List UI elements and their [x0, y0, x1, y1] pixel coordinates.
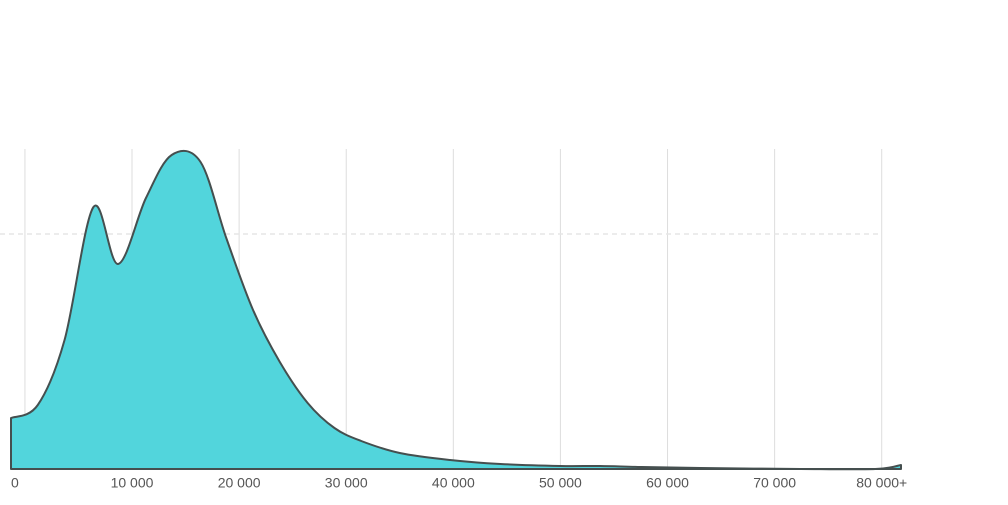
x-tick-label: 10 000 — [111, 475, 154, 491]
x-tick-label: 60 000 — [646, 475, 689, 491]
x-tick-label: 30 000 — [325, 475, 368, 491]
x-tick-label: 50 000 — [539, 475, 582, 491]
x-tick-label: 40 000 — [432, 475, 475, 491]
x-tick-label: 20 000 — [218, 475, 261, 491]
x-tick-label: 0 — [11, 475, 19, 491]
x-tick-label: 70 000 — [753, 475, 796, 491]
density-area — [10, 149, 902, 471]
x-tick-label: 80 000+ — [856, 475, 907, 491]
